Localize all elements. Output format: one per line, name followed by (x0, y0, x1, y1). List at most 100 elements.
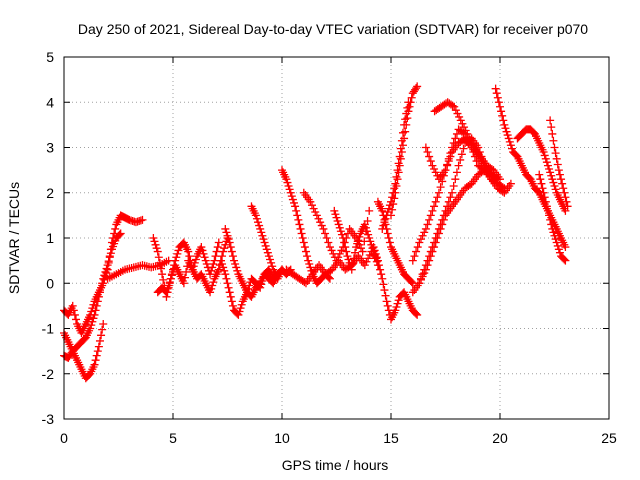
data-point (402, 109, 411, 118)
data-point (426, 252, 435, 261)
x-tick-label: 0 (60, 430, 68, 446)
data-point (101, 267, 110, 276)
data-point (387, 197, 395, 206)
data-point (363, 227, 372, 236)
data-point (548, 175, 557, 184)
data-point (546, 116, 555, 125)
data-point (312, 211, 321, 220)
data-point (214, 265, 223, 274)
data-point (423, 220, 432, 229)
data-point (92, 301, 101, 310)
data-point (337, 246, 346, 255)
series-arc-26 (546, 116, 572, 211)
data-point (360, 261, 369, 270)
data-point (543, 161, 552, 170)
data-point (86, 324, 95, 333)
data-point (416, 275, 425, 284)
data-point (428, 161, 437, 170)
data-point (380, 286, 389, 295)
data-point (378, 206, 387, 215)
data-point (335, 223, 344, 232)
data-point (214, 238, 223, 247)
data-point (550, 231, 559, 240)
data-point (93, 297, 102, 306)
data-point (444, 157, 453, 166)
data-point (224, 235, 233, 244)
data-point (384, 204, 393, 213)
data-point (220, 266, 229, 275)
data-point (547, 171, 556, 180)
data-point (209, 260, 218, 269)
data-point (343, 252, 352, 261)
data-point (370, 246, 379, 255)
series-arc-6 (153, 234, 232, 297)
data-point (551, 149, 560, 158)
data-point (412, 84, 421, 93)
data-point (443, 161, 452, 170)
data-point (546, 168, 555, 177)
data-point (453, 109, 462, 118)
data-point (426, 211, 435, 220)
data-point (561, 206, 570, 215)
data-point (232, 263, 241, 272)
data-point (263, 248, 272, 257)
data-point (381, 291, 390, 300)
data-point (455, 112, 464, 121)
data-point (334, 253, 343, 262)
y-tick-label: 3 (46, 140, 54, 156)
x-tick-label: 5 (169, 430, 177, 446)
data-point (426, 157, 435, 166)
data-point (557, 175, 566, 184)
data-point (102, 264, 111, 273)
data-point (545, 164, 554, 173)
data-point (294, 215, 303, 224)
data-point (293, 211, 302, 220)
data-point (105, 253, 114, 262)
data-point (267, 258, 276, 267)
data-point (221, 270, 230, 279)
data-point (180, 273, 189, 282)
data-point (354, 236, 363, 245)
data-point (301, 247, 310, 256)
data-point (463, 129, 472, 138)
data-point (400, 120, 409, 129)
data-point (298, 234, 307, 242)
data-point (547, 123, 556, 132)
data-point (304, 256, 313, 265)
data-point (460, 123, 469, 132)
data-point (306, 263, 315, 272)
data-point (94, 342, 103, 351)
data-point (492, 89, 501, 98)
data-point (413, 243, 422, 252)
data-point (385, 238, 394, 247)
data-point (500, 184, 509, 193)
data-point (182, 267, 191, 276)
series-arc-8 (221, 224, 286, 301)
data-point (404, 98, 413, 107)
data-point (542, 158, 551, 167)
data-point (68, 301, 77, 310)
data-point (395, 152, 404, 161)
data-point (296, 224, 305, 233)
data-point (111, 224, 120, 233)
data-point (236, 304, 245, 313)
data-point (361, 223, 370, 232)
data-point (92, 351, 101, 360)
data-point (223, 279, 232, 288)
data-point (157, 264, 166, 273)
data-point (357, 244, 366, 253)
data-point (282, 175, 291, 184)
data-point (87, 321, 96, 330)
data-point (297, 229, 306, 238)
data-point (549, 136, 558, 145)
data-point (383, 229, 392, 238)
data-point (71, 315, 80, 324)
data-point (539, 188, 548, 197)
data-point (207, 266, 216, 275)
data-point (330, 206, 339, 215)
data-point (431, 168, 440, 177)
data-point (319, 224, 328, 233)
data-point (340, 238, 349, 247)
data-point (115, 230, 124, 239)
data-point (494, 98, 503, 107)
